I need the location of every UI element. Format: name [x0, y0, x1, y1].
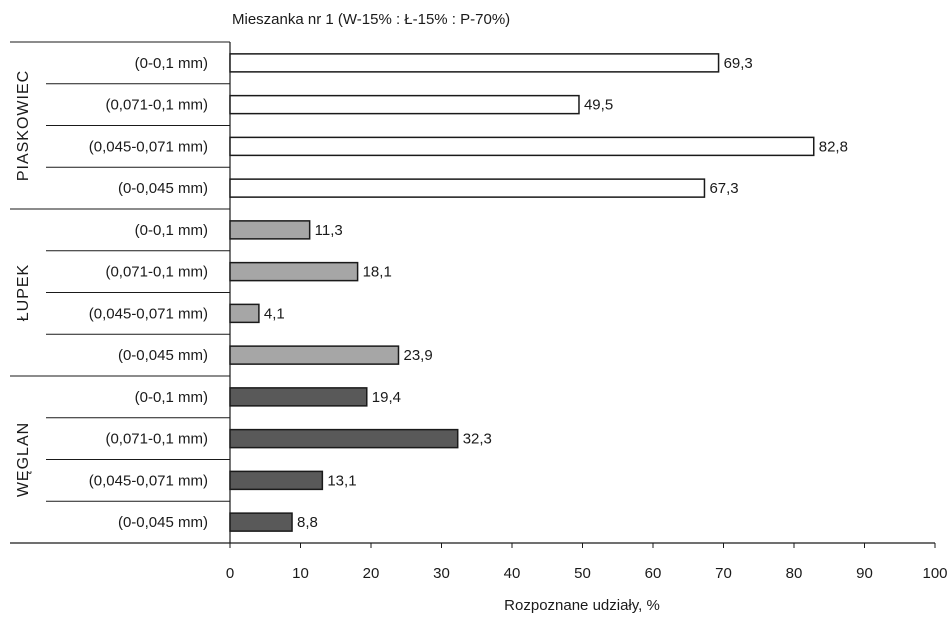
x-tick-label: 90	[856, 565, 873, 582]
category-label: (0,045-0,071 mm)	[89, 138, 208, 155]
x-tick-label: 0	[226, 565, 234, 582]
bar	[229, 470, 324, 491]
bar	[229, 220, 311, 240]
group-label: ŁUPEK	[15, 264, 32, 321]
x-tick-label: 40	[504, 565, 521, 582]
data-label: 19,4	[372, 389, 401, 406]
category-label: (0,045-0,071 mm)	[89, 472, 208, 489]
group-label: WĘGLAN	[15, 422, 32, 497]
bar	[229, 345, 400, 365]
bar	[229, 387, 368, 407]
category-label: (0,071-0,1 mm)	[105, 431, 208, 448]
x-tick-label: 100	[922, 565, 947, 582]
category-label: (0-0,1 mm)	[135, 55, 208, 72]
data-label: 49,5	[584, 97, 613, 114]
data-label: 13,1	[327, 472, 356, 489]
category-label: (0,071-0,1 mm)	[105, 264, 208, 281]
bar	[229, 136, 815, 157]
category-label: (0,071-0,1 mm)	[105, 97, 208, 114]
data-label: 8,8	[297, 514, 318, 531]
data-label: 69,3	[724, 55, 753, 72]
x-tick-label: 60	[645, 565, 662, 582]
data-label: 23,9	[403, 347, 432, 364]
category-label: (0-0,1 mm)	[135, 389, 208, 406]
x-tick-label: 20	[363, 565, 380, 582]
x-tick-label: 70	[715, 565, 732, 582]
bar	[229, 512, 293, 532]
x-axis-label: Rozpoznane udziały, %	[504, 597, 660, 614]
bar	[229, 428, 459, 449]
data-label: 11,3	[315, 222, 343, 239]
x-tick-label: 10	[292, 565, 309, 582]
category-label: (0-0,045 mm)	[118, 514, 208, 531]
data-label: 32,3	[463, 431, 492, 448]
data-label: 18,1	[363, 264, 392, 281]
x-tick-label: 80	[786, 565, 803, 582]
category-label: (0-0,1 mm)	[135, 222, 208, 239]
data-label: 67,3	[709, 180, 738, 197]
data-label: 4,1	[264, 305, 285, 322]
category-label: (0,045-0,071 mm)	[89, 305, 208, 322]
x-tick-label: 50	[574, 565, 591, 582]
bar	[229, 94, 580, 115]
chart-title: Mieszanka nr 1 (W-15% : Ł-15% : P-70%)	[232, 11, 510, 28]
category-label: (0-0,045 mm)	[118, 180, 208, 197]
group-label: PIASKOWIEC	[15, 70, 32, 181]
plot-area: 0 10 20 30 40 50 60 70 80 90 100 (0-0,1 mm) 69,3 (0,0…	[10, 41, 948, 582]
data-label: 82,8	[819, 138, 848, 155]
bar	[229, 178, 706, 198]
category-label: (0-0,045 mm)	[118, 347, 208, 364]
bar	[229, 261, 359, 282]
bar	[229, 303, 260, 324]
x-tick-label: 30	[433, 565, 450, 582]
bar	[229, 53, 720, 73]
